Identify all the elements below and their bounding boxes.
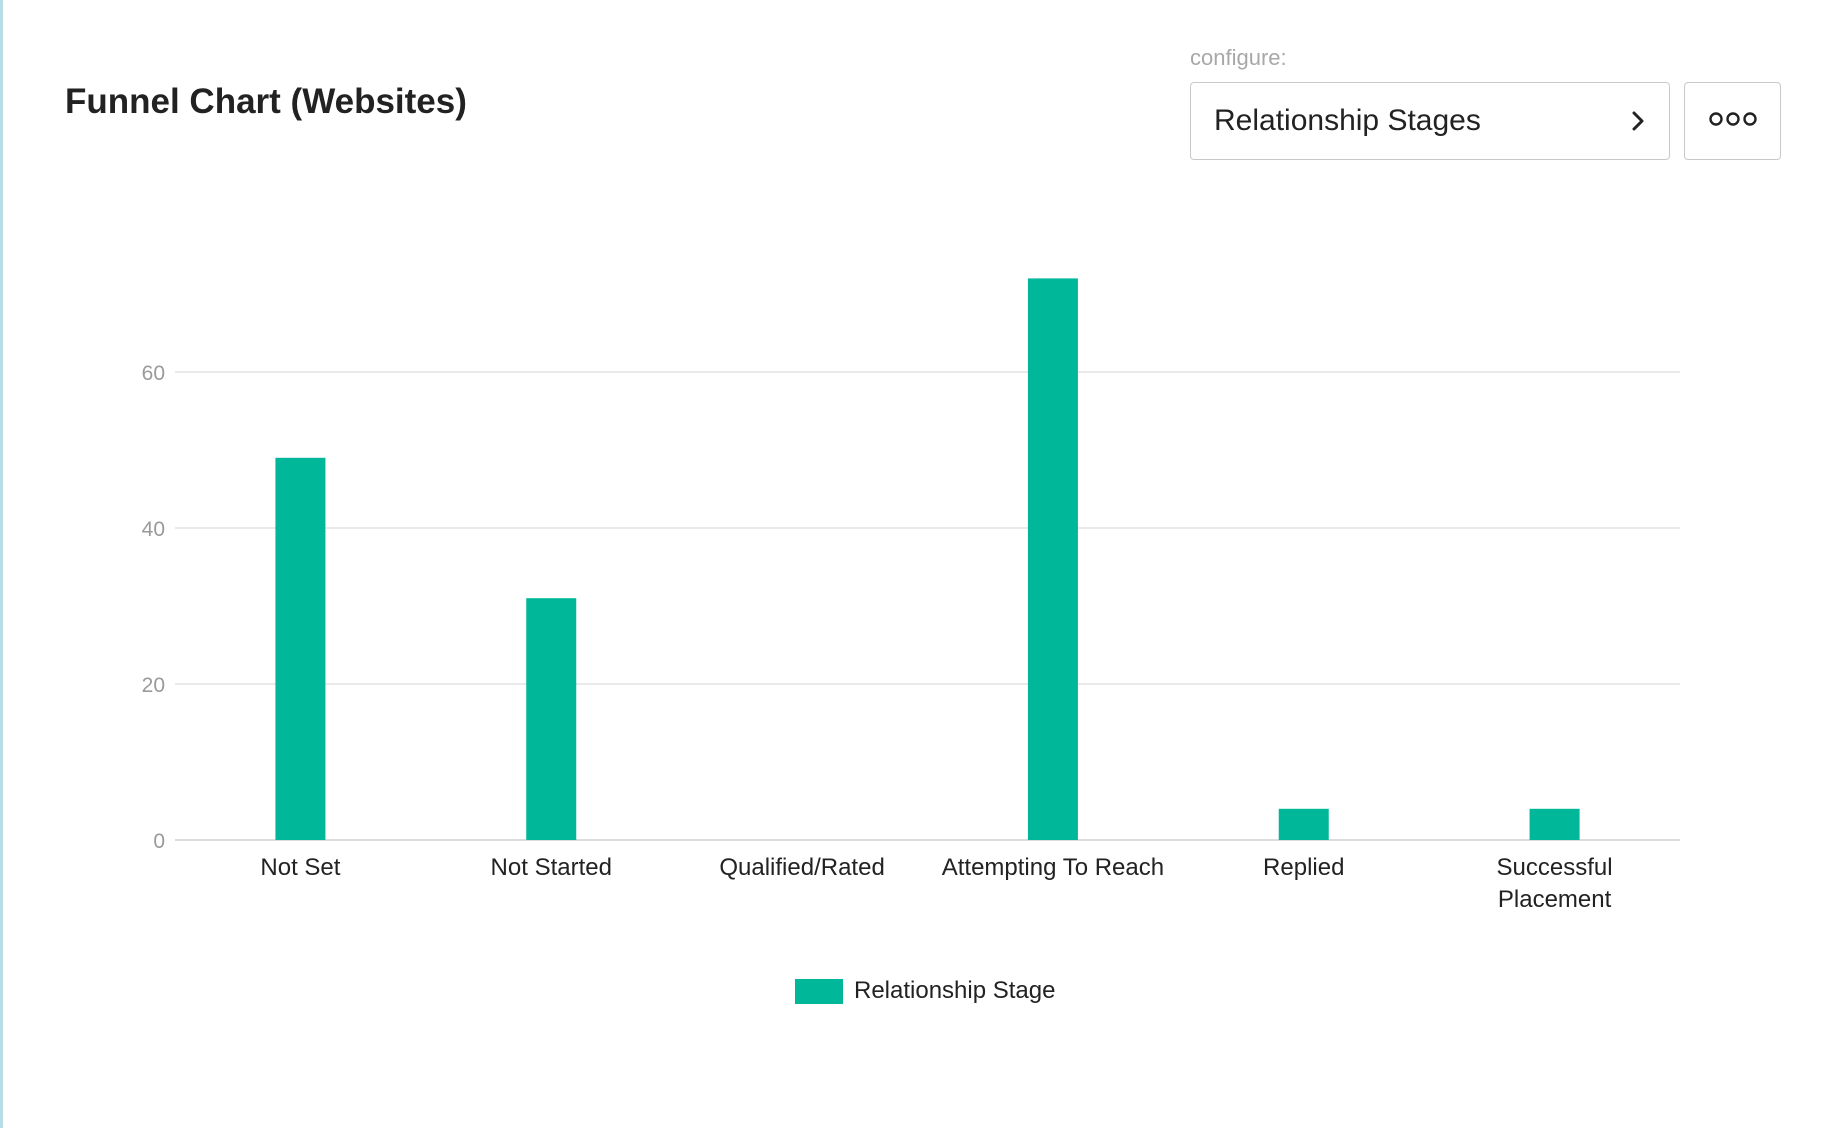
configure-select[interactable]: Relationship Stages [1190, 82, 1670, 160]
bar-chart: 0 20 40 60 Not Set Not Started Qualified/Rate… [142, 278, 1680, 913]
y-tick-label: 40 [142, 518, 165, 541]
bar[interactable] [1529, 808, 1580, 840]
bar[interactable] [526, 598, 577, 840]
x-tick-label: Attempting To Reach [942, 854, 1164, 881]
x-tick-label: Not Set [260, 854, 340, 881]
y-tick-label: 20 [142, 674, 165, 697]
grid-lines [175, 371, 1680, 841]
configure-label: configure: [1190, 45, 1287, 70]
legend-label: Relationship Stage [854, 977, 1056, 1004]
bar[interactable] [1278, 808, 1329, 840]
bar[interactable] [1027, 278, 1078, 840]
y-tick-label: 60 [142, 362, 165, 385]
more-horizontal-icon [1708, 111, 1757, 132]
x-tick-label: Qualified/Rated [719, 854, 884, 881]
y-tick-label: 0 [153, 830, 165, 853]
more-options-button[interactable] [1684, 82, 1781, 160]
bar[interactable] [275, 457, 326, 840]
x-tick-label: Replied [1263, 854, 1344, 881]
x-axis-labels: Not Set Not Started Qualified/Rated Attempt… [260, 854, 1612, 913]
configure-select-value: Relationship Stages [1214, 104, 1481, 137]
x-tick-label: Successful Placement [1497, 854, 1613, 913]
bars [275, 278, 1580, 840]
x-tick-label: Not Started [491, 854, 612, 881]
chevron-right-icon [1623, 106, 1653, 136]
y-axis-ticks: 0 20 40 60 [142, 362, 165, 853]
legend-swatch [795, 978, 843, 1004]
page-title: Funnel Chart (Websites) [65, 82, 467, 121]
legend-item[interactable]: Relationship Stage [795, 977, 1055, 1005]
